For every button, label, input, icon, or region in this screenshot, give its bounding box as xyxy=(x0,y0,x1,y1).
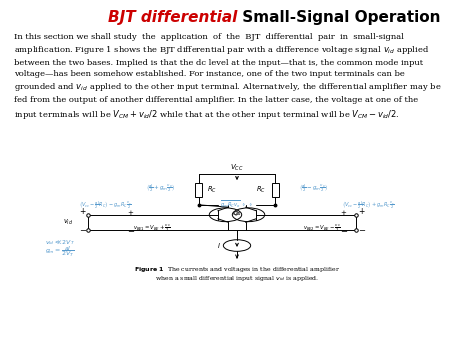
Text: $R_C$: $R_C$ xyxy=(256,185,266,195)
Text: Small-Signal Operation: Small-Signal Operation xyxy=(237,10,440,25)
Text: when a small differential input signal $v_{id}$ is applied.: when a small differential input signal $… xyxy=(155,274,319,283)
Text: $Q_1$: $Q_1$ xyxy=(233,209,242,218)
Text: $\overline{g_mR_Cv_o}\ \circ\ \circ$: $\overline{g_mR_Cv_o}\ \circ\ \circ$ xyxy=(220,200,254,210)
Text: BJT differential: BJT differential xyxy=(108,10,237,25)
Text: $\mathbf{Figure\ 1}$  The currents and voltages in the differential amplifier: $\mathbf{Figure\ 1}$ The currents and vo… xyxy=(134,264,340,274)
Text: $\left(\frac{aI}{2}+g_m\frac{v_o}{2}\right)$: $\left(\frac{aI}{2}+g_m\frac{v_o}{2}\rig… xyxy=(146,182,175,195)
Text: $\left(\frac{aI}{2}-g_m\frac{v_o}{2}\right)$: $\left(\frac{aI}{2}-g_m\frac{v_o}{2}\rig… xyxy=(299,182,328,195)
Text: −: − xyxy=(358,226,365,236)
Text: +: + xyxy=(79,207,86,216)
Text: $v_{id}$: $v_{id}$ xyxy=(64,218,73,227)
Text: $g_m = \dfrac{aI}{2V_T}$: $g_m = \dfrac{aI}{2V_T}$ xyxy=(45,245,74,259)
Text: In this section we shall study  the  application  of  the  BJT  differential  pa: In this section we shall study the appli… xyxy=(14,33,442,121)
Text: $\left(V_{cc}-\frac{aI}{2}R_C\right)-g_mR_C\frac{v_o}{2}$: $\left(V_{cc}-\frac{aI}{2}R_C\right)-g_m… xyxy=(79,199,132,211)
Text: $I$: $I$ xyxy=(217,241,221,250)
Text: +: + xyxy=(358,207,365,216)
Text: $Q_2$: $Q_2$ xyxy=(232,209,241,218)
Text: $v_{BE2}=V_{BE}-\frac{v_o}{2}$: $v_{BE2}=V_{BE}-\frac{v_o}{2}$ xyxy=(303,223,341,234)
Text: $\left(V_{cc}-\frac{aI}{2}R_C\right)+g_mR_C\frac{v_o}{2}$: $\left(V_{cc}-\frac{aI}{2}R_C\right)+g_m… xyxy=(342,199,395,211)
Text: +: + xyxy=(128,209,133,215)
Text: −: − xyxy=(340,227,347,236)
Bar xyxy=(195,183,202,197)
Text: $v_{id} \ll 2V_T$: $v_{id} \ll 2V_T$ xyxy=(45,238,75,247)
Text: $R_C$: $R_C$ xyxy=(207,185,217,195)
Text: −: − xyxy=(79,226,86,236)
Text: $v_{BE1}=V_{BE}+\frac{v_o}{2}$: $v_{BE1}=V_{BE}+\frac{v_o}{2}$ xyxy=(133,223,171,234)
Bar xyxy=(272,183,279,197)
Text: +: + xyxy=(341,209,346,215)
Text: −: − xyxy=(127,227,134,236)
Text: $V_{CC}$: $V_{CC}$ xyxy=(230,163,244,173)
